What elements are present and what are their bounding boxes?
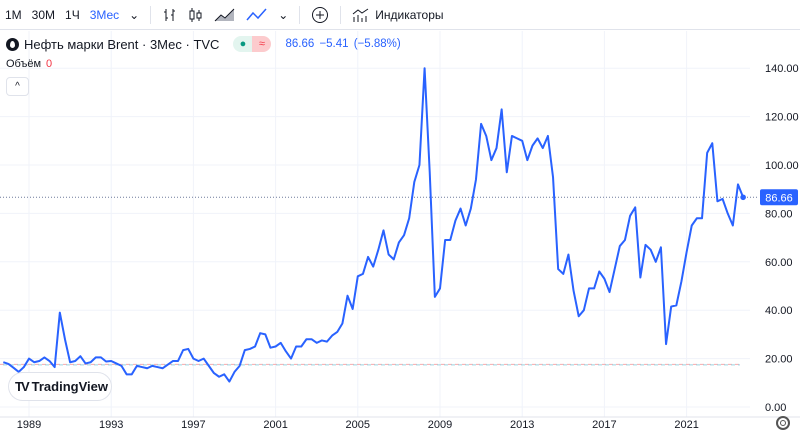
interval-dropdown-chevron-icon[interactable]: ⌄ [129, 7, 140, 22]
symbol-title[interactable]: Нефть марки Brent · 3Мес · TVC [24, 36, 220, 52]
volume-legend: Объём 0 [6, 58, 52, 70]
x-tick-label: 2021 [674, 419, 698, 431]
price-change-pct: (−5.88%) [353, 38, 401, 50]
indicators-label: Индикаторы [375, 7, 444, 22]
x-tick-label: 2013 [510, 419, 534, 431]
indicators-button[interactable]: Индикаторы [347, 0, 448, 30]
x-tick-label: 1989 [17, 419, 41, 431]
interval-30m[interactable]: 30M [31, 7, 56, 22]
divider [340, 5, 342, 24]
last-price-badge-label: 86.66 [765, 192, 793, 204]
add-compare-plus-icon[interactable] [306, 0, 334, 30]
candles-chart-icon[interactable] [183, 0, 209, 30]
symbol-legend: Нефть марки Brent · 3Мес · TVC ● ≈ 86.66… [6, 36, 401, 52]
price-change: −5.41 [319, 38, 349, 50]
line-chart-icon[interactable] [241, 0, 273, 30]
bars-chart-icon[interactable] [157, 0, 183, 30]
tradingview-logo-icon: TV [15, 379, 30, 394]
brent-oil-logo-icon [6, 37, 19, 51]
y-tick-label: 100.00 [765, 160, 799, 172]
divider [150, 5, 152, 24]
x-tick-label: 2001 [263, 419, 287, 431]
interval-3month[interactable]: 3Мес [89, 7, 120, 22]
y-tick-label: 120.00 [765, 112, 799, 124]
x-tick-label: 2005 [346, 419, 370, 431]
interval-1h[interactable]: 1Ч [65, 7, 80, 22]
volume-label: Объём [6, 58, 42, 70]
y-tick-label: 60.00 [765, 257, 793, 269]
status-pills: ● ≈ [233, 36, 272, 52]
x-tick-label: 1997 [181, 419, 205, 431]
y-tick-label: 40.00 [765, 305, 793, 317]
tradingview-logo[interactable]: TV TradingView [9, 373, 111, 400]
delayed-data-icon[interactable]: ≈ [252, 36, 272, 52]
x-tick-label: 2009 [428, 419, 452, 431]
x-tick-label: 2017 [592, 419, 616, 431]
branding-text: TradingView [31, 379, 108, 394]
indicators-icon [352, 8, 369, 22]
chart-type-chevron-icon[interactable]: ⌄ [278, 7, 289, 22]
y-tick-label: 140.00 [765, 63, 799, 75]
divider [299, 5, 301, 24]
price-chart[interactable]: 0.00 20.00 40.00 60.00 80.00 100.00 120.00 140.… [0, 31, 800, 437]
y-tick-label: 80.00 [765, 208, 793, 220]
x-tick-label: 1993 [99, 419, 123, 431]
collapse-legend-button[interactable]: ^ [6, 77, 29, 96]
last-price: 86.66 [285, 38, 315, 50]
area-chart-icon[interactable] [209, 0, 241, 30]
last-price-badge [760, 189, 798, 206]
market-open-dot-icon[interactable]: ● [233, 36, 253, 52]
settings-gear-icon[interactable] [776, 416, 790, 430]
y-tick-label: 20.00 [765, 354, 793, 366]
interval-1m[interactable]: 1M [5, 7, 22, 22]
volume-value: 0 [46, 58, 53, 70]
toolbar: 1M 30M 1Ч 3Мес ⌄ ⌄ Индикаторы [0, 0, 800, 30]
price-series-line [2, 67, 745, 383]
price-values: 86.66 −5.41 (−5.88%) [285, 38, 400, 50]
data-point [740, 194, 746, 201]
y-tick-label: 0.00 [765, 402, 786, 414]
